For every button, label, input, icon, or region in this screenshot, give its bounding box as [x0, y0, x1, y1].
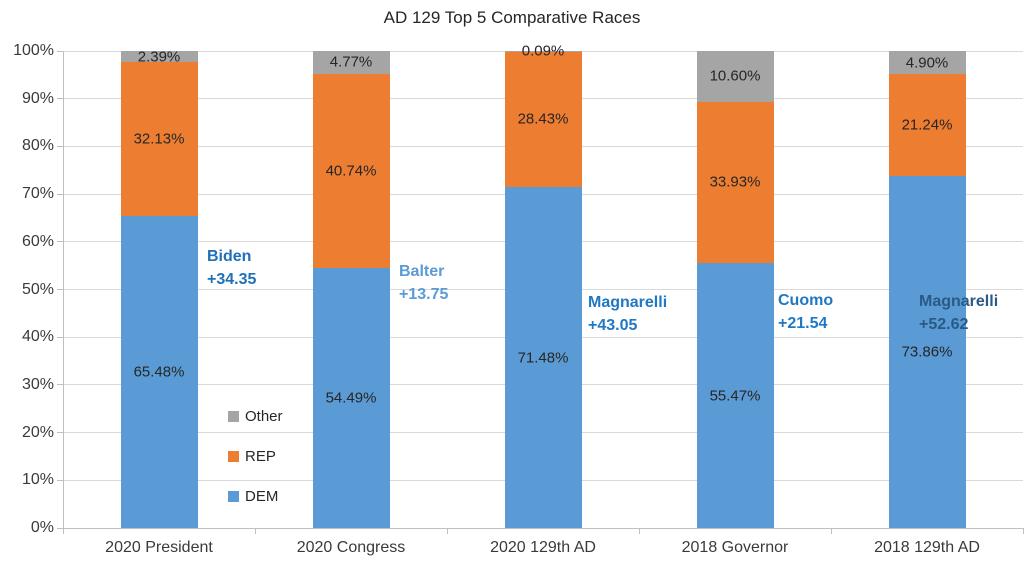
data-label-rep: 32.13%: [133, 130, 185, 148]
bar-segment-other: [120, 51, 198, 63]
data-label-dem: 73.86%: [901, 343, 953, 361]
x-axis-tick: [255, 528, 256, 534]
y-axis-label: 70%: [21, 185, 54, 203]
y-axis-label: 40%: [21, 328, 54, 346]
annotation-margin: +21.54: [778, 315, 828, 332]
legend-label: REP: [245, 448, 276, 465]
data-label-dem: 55.47%: [709, 387, 761, 405]
x-axis-label: 2020 129th AD: [490, 539, 596, 556]
annotation-candidate: Magnarelli: [919, 293, 999, 310]
data-label-dem: 71.48%: [517, 349, 569, 367]
annotation-margin: +43.05: [588, 317, 638, 334]
legend-item-dem: DEM: [228, 488, 278, 505]
x-axis-tick: [831, 528, 832, 534]
y-axis-tick: [57, 336, 63, 338]
bar-segment-rep: [504, 51, 582, 188]
y-axis-tick: [57, 384, 63, 386]
data-label-other: 0.09%: [521, 42, 565, 60]
x-axis-label: 2018 Governor: [681, 539, 789, 556]
data-label-other: 10.60%: [709, 67, 761, 85]
y-axis-label: 100%: [13, 42, 54, 59]
data-label-rep: 28.43%: [517, 110, 569, 128]
data-label-rep: 21.24%: [901, 116, 953, 134]
y-axis-tick: [57, 289, 63, 290]
annotation-candidate: Balter: [399, 263, 445, 280]
legend-swatch-dem: [228, 491, 239, 502]
legend-label: DEM: [245, 488, 279, 505]
y-axis-line: [63, 51, 64, 534]
x-axis-tick: [639, 528, 640, 534]
annotation-margin: +13.75: [399, 286, 449, 303]
bar-segment-dem: [888, 175, 966, 528]
data-label-other: 4.90%: [905, 54, 949, 72]
bar-segment-other: [888, 51, 966, 75]
data-label-dem: 65.48%: [133, 363, 185, 381]
legend-swatch-other: [228, 411, 239, 422]
bar-segment-other: [696, 51, 774, 102]
y-axis-label: 80%: [21, 137, 54, 155]
x-axis-label: 2020 President: [105, 539, 213, 556]
data-label-rep: 40.74%: [325, 162, 377, 180]
x-axis-line: [63, 527, 1023, 529]
legend-item-other: Other: [228, 408, 283, 425]
y-axis-tick: [57, 98, 63, 100]
data-label-other: 4.77%: [329, 53, 373, 71]
annotation-magnarelli: Magnarelli +43.05: [588, 291, 667, 337]
legend-label: Other: [245, 408, 283, 425]
y-axis-tick: [57, 50, 63, 52]
bar-segment-rep: [312, 73, 390, 269]
bar-segment-dem: [120, 215, 198, 528]
data-label-dem: 54.49%: [325, 389, 377, 407]
annotation-candidate: Cuomo: [778, 292, 834, 309]
bar-segment-other: [312, 51, 390, 74]
bar-segment-dem: [504, 187, 582, 528]
y-axis-label: 20%: [21, 423, 54, 441]
y-axis-label: 60%: [21, 232, 54, 250]
y-axis-label: 90%: [21, 89, 54, 107]
legend-swatch-rep: [228, 451, 239, 462]
y-axis-label: 0%: [30, 519, 54, 536]
y-axis-tick: [57, 193, 63, 195]
x-axis-tick: [447, 528, 448, 534]
y-axis-tick: [57, 241, 63, 243]
chart-title: AD 129 Top 5 Comparative Races: [383, 8, 641, 27]
legend-item-rep: REP: [228, 448, 276, 465]
y-axis-tick: [57, 432, 63, 434]
bar-segment-dem: [696, 263, 774, 528]
annotation-candidate: Biden: [207, 248, 252, 265]
x-axis-tick: [63, 528, 64, 534]
y-axis-label: 50%: [21, 280, 54, 298]
annotation-cuomo: Cuomo +21.54: [778, 289, 833, 335]
annotation-biden: Biden +34.35: [207, 245, 256, 291]
bar-segment-rep: [696, 101, 774, 264]
data-label-other: 2.39%: [137, 48, 181, 66]
bar-segment-dem: [312, 268, 390, 528]
bar-segment-rep: [888, 74, 966, 176]
x-axis-label: 2020 Congress: [296, 539, 406, 556]
x-axis-label: 2018 129th AD: [874, 539, 980, 556]
y-axis-label: 30%: [21, 375, 54, 393]
y-axis-tick: [57, 479, 63, 481]
y-axis-label: 10%: [21, 471, 54, 489]
bar-segment-rep: [120, 62, 198, 216]
data-label-rep: 33.93%: [709, 173, 761, 191]
annotation-margin: +34.35: [207, 271, 257, 288]
annotation-margin: +52.62: [919, 316, 969, 333]
y-axis-tick: [57, 145, 63, 147]
annotation-magnarelli: Magnarelli +52.62: [919, 290, 998, 336]
annotation-balter: Balter +13.75: [399, 260, 448, 306]
annotation-candidate: Magnarelli: [588, 294, 668, 311]
y-axis-tick: [57, 527, 63, 529]
